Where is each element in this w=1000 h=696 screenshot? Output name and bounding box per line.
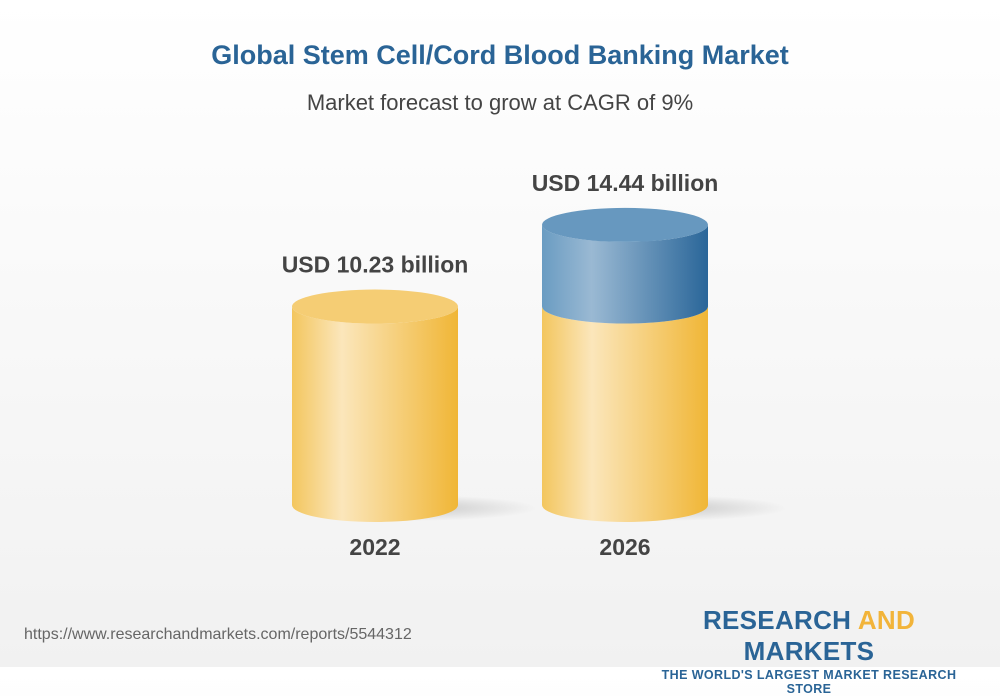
logo-word: RESEARCH [702,605,858,635]
research-and-markets-logo: RESEARCH AND MARKETS THE WORLD'S LARGEST… [641,605,977,696]
category-label: 2026 [599,534,650,560]
category-label: 2022 [349,534,400,560]
logo-word: AND [857,605,916,635]
bar-2022 [292,306,458,522]
logo-word: MARKETS [743,636,875,666]
cylinder-top [542,207,708,242]
data-label: USD 14.44 billion [532,170,719,196]
cylinder-top [292,289,458,324]
chart-title: Global Stem Cell/Cord Blood Banking Mark… [211,40,789,70]
logo-tagline: THE WORLD'S LARGEST MARKET RESEARCH STOR… [661,668,957,696]
bar-2026 [542,306,708,522]
source-url[interactable]: https://www.researchandmarkets.com/repor… [24,626,412,643]
chart: USD 10.23 billion 2022 USD 14.44 billion 20… [282,170,788,560]
chart-subtitle: Market forecast to grow at CAGR of 9% [306,90,694,115]
bar-growth-2026 [542,224,708,324]
data-label: USD 10.23 billion [282,252,469,278]
